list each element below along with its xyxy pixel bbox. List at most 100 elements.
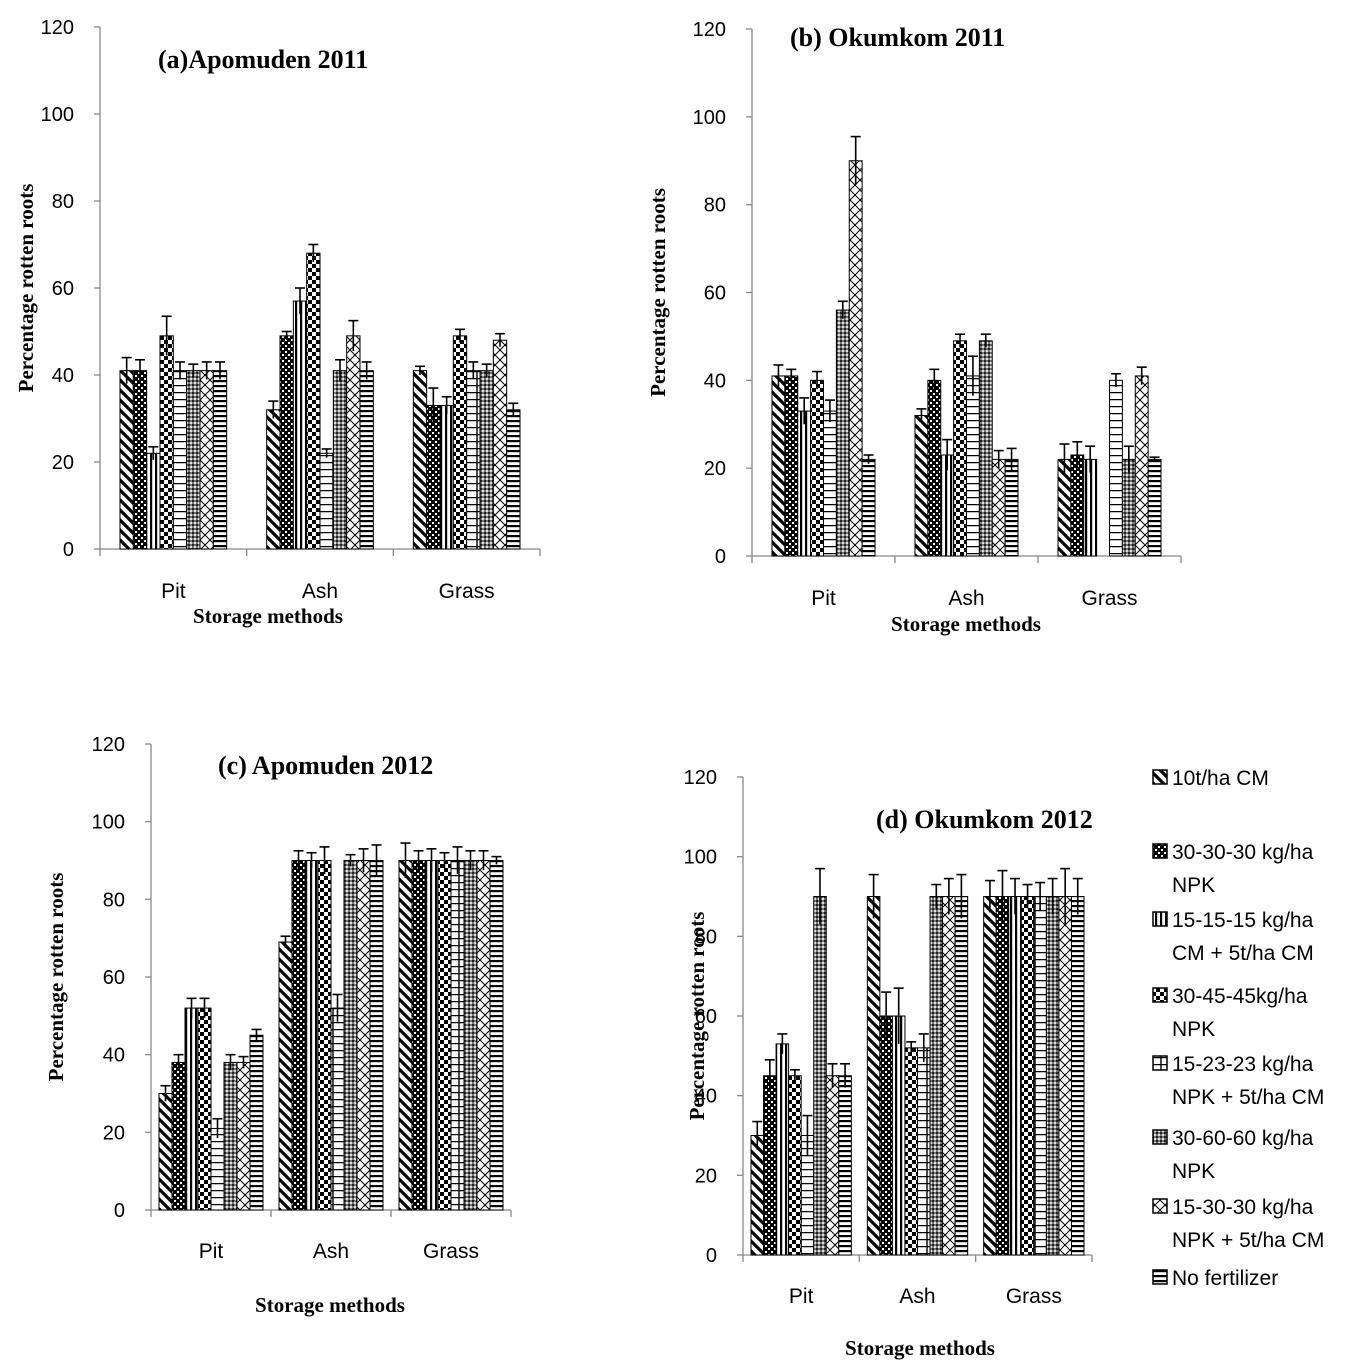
y-tick-label: 60 xyxy=(695,1006,717,1028)
legend-swatch xyxy=(1152,1198,1168,1214)
bar xyxy=(132,370,148,550)
bar xyxy=(1004,458,1019,557)
y-tick-label: 40 xyxy=(52,365,74,387)
bar xyxy=(771,375,786,557)
bar-series-5 xyxy=(186,358,494,550)
bar xyxy=(917,1047,931,1256)
x-category-label: Ash xyxy=(948,587,984,610)
y-tick-label: 120 xyxy=(41,17,74,39)
legend-label: NPK xyxy=(1172,874,1215,897)
bar-series-1 xyxy=(171,849,426,1211)
y-tick-label: 20 xyxy=(704,458,726,480)
bar xyxy=(159,335,174,550)
x-category-label: Pit xyxy=(199,1240,224,1263)
chart-title: (b) Okumkom 2011 xyxy=(790,23,1005,52)
bar xyxy=(489,860,504,1211)
y-tick-label: 40 xyxy=(103,1045,125,1067)
bar xyxy=(1109,379,1123,557)
bar xyxy=(1083,458,1098,557)
y-tick-label: 60 xyxy=(704,283,726,305)
bar xyxy=(466,370,481,550)
bar xyxy=(479,370,494,550)
bar xyxy=(1070,454,1085,557)
bar xyxy=(437,860,452,1211)
bar xyxy=(330,1007,345,1211)
bar xyxy=(343,860,358,1211)
y-tick-label: 40 xyxy=(695,1086,717,1108)
x-axis-title: Storage methods xyxy=(891,612,1041,636)
y-tick-label: 120 xyxy=(92,734,125,756)
bar xyxy=(199,370,214,550)
bar xyxy=(1045,896,1060,1256)
bar xyxy=(788,1075,802,1256)
bar xyxy=(1008,896,1022,1256)
bar xyxy=(291,860,306,1211)
legend-label: 30-45-45kg/ha xyxy=(1172,985,1308,1008)
bar xyxy=(184,1007,199,1211)
bar-series-3 xyxy=(788,883,1035,1256)
bar xyxy=(966,375,980,557)
bar xyxy=(171,1061,186,1211)
bar xyxy=(292,300,308,550)
y-tick-label: 20 xyxy=(695,1165,717,1187)
bar-series-0 xyxy=(158,842,413,1211)
bar-series-6 xyxy=(236,848,491,1211)
bar xyxy=(346,335,361,550)
bar xyxy=(332,370,348,550)
y-tick-label: 0 xyxy=(706,1245,717,1267)
x-category-label: Grass xyxy=(439,580,495,603)
bar xyxy=(927,379,942,557)
bar-series-6 xyxy=(848,135,1149,557)
bar xyxy=(810,379,824,557)
legend-swatch xyxy=(1152,1269,1168,1285)
y-tick-label: 80 xyxy=(103,889,125,911)
bar xyxy=(1058,896,1072,1256)
bar xyxy=(954,896,969,1256)
bar-series-6 xyxy=(199,319,508,550)
bar xyxy=(929,896,944,1256)
x-category-label: Grass xyxy=(1006,1285,1062,1308)
bar xyxy=(439,404,454,550)
bar-series-4 xyxy=(800,881,1047,1256)
y-tick-label: 100 xyxy=(92,812,125,834)
bar xyxy=(356,860,371,1211)
legend-label: NPK xyxy=(1172,1018,1215,1041)
y-tick-label: 0 xyxy=(114,1200,125,1222)
bar xyxy=(848,160,863,557)
bar xyxy=(412,370,428,550)
legend-item-4: 15-23-23 kg/ha NPK + 5t/ha CM xyxy=(1152,1053,1324,1109)
bar-series-7 xyxy=(212,361,521,550)
y-axis-title: Percentage rotten roots xyxy=(14,184,38,393)
legend-swatch xyxy=(1152,1129,1168,1145)
bar xyxy=(978,340,993,557)
bar xyxy=(223,1061,238,1211)
bar xyxy=(426,404,441,550)
bar xyxy=(825,1075,840,1256)
bar xyxy=(784,375,799,557)
bar-series-2 xyxy=(797,397,1098,557)
legend-item-5: 30-60-60 kg/ha NPK xyxy=(1152,1127,1314,1183)
x-category-label: Grass xyxy=(423,1240,479,1263)
legend-label: NPK + 5t/ha CM xyxy=(1172,1229,1324,1252)
bar xyxy=(319,452,334,550)
bar-series-0 xyxy=(771,364,1072,557)
bar-series-7 xyxy=(838,873,1085,1256)
bar-series-2 xyxy=(184,848,439,1211)
bar xyxy=(1121,458,1136,557)
bar xyxy=(398,860,413,1211)
y-tick-label: 60 xyxy=(103,967,125,989)
bar xyxy=(197,1007,212,1211)
bar xyxy=(797,410,812,557)
bar-series-1 xyxy=(132,330,441,550)
chart-title: (c) Apomuden 2012 xyxy=(218,751,433,780)
bar-series-7 xyxy=(861,447,1162,557)
bar xyxy=(452,335,468,550)
bar xyxy=(304,860,319,1211)
bar xyxy=(1020,896,1035,1256)
bar xyxy=(279,335,294,550)
bar xyxy=(278,941,293,1211)
bar xyxy=(866,896,881,1256)
bar xyxy=(249,1034,264,1211)
bar xyxy=(424,860,439,1211)
